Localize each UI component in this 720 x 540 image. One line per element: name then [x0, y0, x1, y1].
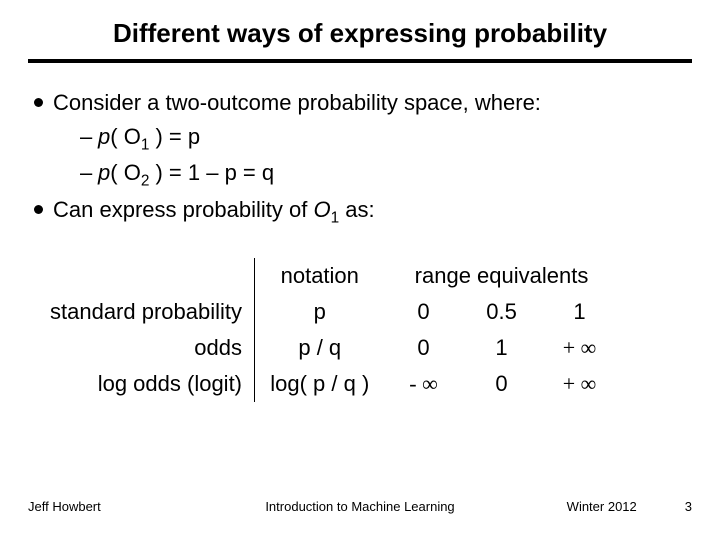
bullet-dot-icon: [34, 205, 43, 214]
header-blank: [40, 258, 255, 294]
subbullet-1: – p( O1 ) = p: [34, 121, 692, 157]
footer-term: Winter 2012: [567, 499, 637, 514]
row0-r2: 0.5: [463, 294, 541, 330]
sub2-post: ) = 1 – p = q: [149, 160, 274, 185]
row0-r1: 0: [385, 294, 463, 330]
bullet-1-text: Consider a two-outcome probability space…: [53, 87, 541, 119]
header-range: range equivalents: [385, 258, 619, 294]
table-row: standard probability p 0 0.5 1: [40, 294, 619, 330]
row1-r1: 0: [385, 330, 463, 366]
sub1-p: p: [98, 124, 110, 149]
sub2-mid: ( O: [110, 160, 141, 185]
footer-author: Jeff Howbert: [28, 499, 101, 514]
table-row: log odds (logit) log( p / q ) - ∞ 0 + ∞: [40, 366, 619, 402]
bullet-1: Consider a two-outcome probability space…: [34, 87, 692, 119]
row1-r2: 1: [463, 330, 541, 366]
table-header-row: notation range equivalents: [40, 258, 619, 294]
bullet-2-text: Can express probability of O1 as:: [53, 194, 375, 230]
row2-r2: 0: [463, 366, 541, 402]
row2-r1: - ∞: [385, 366, 463, 402]
sub1-post: ) = p: [149, 124, 200, 149]
title-rule: [28, 59, 692, 63]
row2-label: log odds (logit): [40, 366, 255, 402]
footer-page-number: 3: [685, 499, 692, 514]
row1-notation: p / q: [255, 330, 385, 366]
slide-title: Different ways of expressing probability: [28, 18, 692, 49]
bullet-2: Can express probability of O1 as:: [34, 194, 692, 230]
subbullet-2: – p( O2 ) = 1 – p = q: [34, 157, 692, 193]
row0-r3: 1: [541, 294, 619, 330]
content-area: Consider a two-outcome probability space…: [28, 87, 692, 402]
dash-icon: –: [80, 121, 98, 153]
row1-label: odds: [40, 330, 255, 366]
row1-r3: + ∞: [541, 330, 619, 366]
sub1-mid: ( O: [110, 124, 141, 149]
b2-o: O: [313, 197, 330, 222]
table-row: odds p / q 0 1 + ∞: [40, 330, 619, 366]
probability-table: notation range equivalents standard prob…: [34, 258, 692, 402]
header-notation: notation: [255, 258, 385, 294]
b2-pre: Can express probability of: [53, 197, 313, 222]
footer-course: Introduction to Machine Learning: [265, 499, 454, 514]
bullet-dot-icon: [34, 98, 43, 107]
b2-post: as:: [339, 197, 374, 222]
row2-r3: + ∞: [541, 366, 619, 402]
row0-notation: p: [255, 294, 385, 330]
row2-notation: log( p / q ): [255, 366, 385, 402]
b2-subscript: 1: [331, 210, 340, 227]
slide-footer: Jeff Howbert Introduction to Machine Lea…: [0, 499, 720, 514]
row0-label: standard probability: [40, 294, 255, 330]
sub2-p: p: [98, 160, 110, 185]
dash-icon: –: [80, 157, 98, 189]
